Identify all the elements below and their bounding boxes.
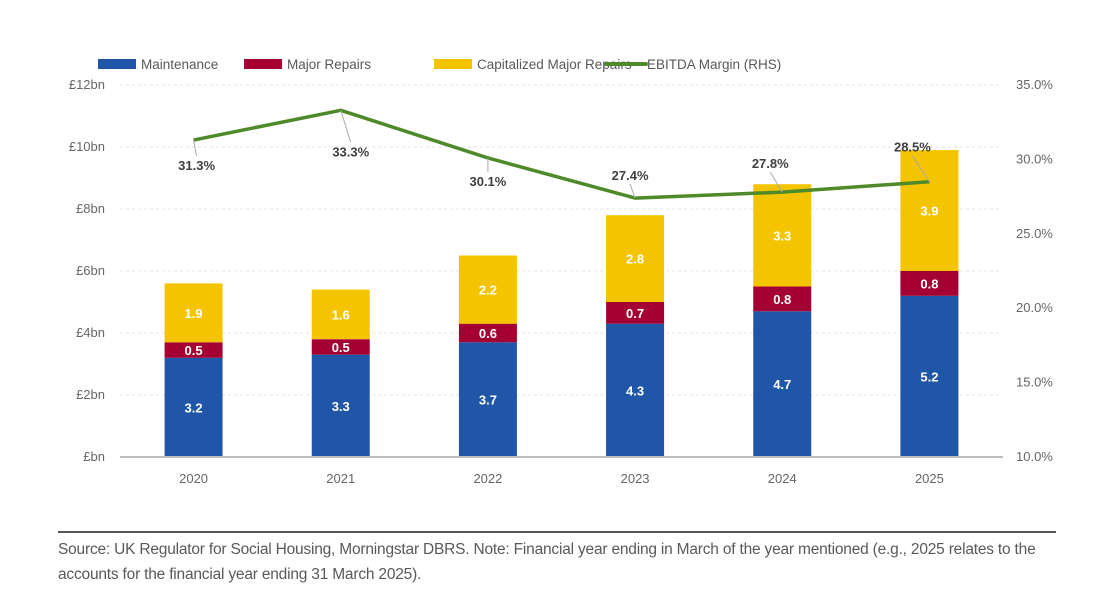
- x-axis-tick-label: 2024: [768, 471, 797, 486]
- right-axis-tick-label: 35.0%: [1016, 77, 1053, 92]
- legend-label: Maintenance: [141, 57, 218, 72]
- legend-label: Major Repairs: [287, 57, 371, 72]
- label-leader-line: [193, 139, 198, 157]
- bar-data-label: 5.2: [920, 369, 938, 384]
- line-data-label: 33.3%: [332, 144, 369, 159]
- bar-data-label: 2.2: [479, 283, 497, 298]
- right-axis-tick-label: 30.0%: [1016, 151, 1053, 166]
- bar-data-label: 3.7: [479, 393, 497, 408]
- left-axis-tick-label: £12bn: [69, 77, 105, 92]
- bar-maintenance: [606, 323, 665, 457]
- right-axis-tick-label: 10.0%: [1016, 449, 1053, 464]
- label-leader-line: [340, 110, 352, 143]
- bar-maintenance: [458, 342, 517, 457]
- line-data-label: 27.4%: [612, 168, 649, 183]
- bar-data-label: 4.7: [773, 377, 791, 392]
- bar-data-label: 3.2: [185, 400, 203, 415]
- stacked-bar-line-chart: £bn £2bn £4bn £6bn £8bn £10bn £12bn 10.0% 15.0% 2…: [69, 57, 1053, 486]
- legend-swatch: [434, 59, 472, 69]
- bar-data-label: 0.8: [773, 292, 791, 307]
- bar-data-label: 4.3: [626, 383, 644, 398]
- bar-data-label: 3.9: [920, 204, 938, 219]
- line-data-label: 27.8%: [752, 156, 789, 171]
- left-axis-tick-label: £4bn: [76, 325, 105, 340]
- source-note: Source: UK Regulator for Social Housing,…: [58, 541, 1036, 583]
- x-axis-tick-label: 2020: [179, 471, 208, 486]
- bar-major-repairs: [900, 271, 959, 296]
- x-axis-tick-label: 2023: [621, 471, 650, 486]
- x-axis-tick-label: 2025: [915, 471, 944, 486]
- legend-label: Capitalized Major Repairs: [477, 57, 632, 72]
- bar-maintenance: [311, 354, 370, 457]
- bar-capitalized-major-repairs: [164, 283, 223, 343]
- bar-major-repairs: [164, 342, 223, 358]
- bar-capitalized-major-repairs: [458, 255, 517, 324]
- line-data-label: 30.1%: [469, 174, 506, 189]
- bar-capitalized-major-repairs: [753, 184, 812, 287]
- bar-capitalized-major-repairs: [900, 150, 959, 271]
- legend-swatch: [244, 59, 282, 69]
- legend-label: EBITDA Margin (RHS): [647, 57, 781, 72]
- bar-maintenance: [753, 311, 812, 457]
- bar-data-label: 1.6: [332, 307, 350, 322]
- left-axis-tick-label: £10bn: [69, 139, 105, 154]
- bar-data-label: 2.8: [626, 252, 644, 267]
- bar-data-label: 3.3: [332, 399, 350, 414]
- bar-maintenance: [164, 357, 223, 457]
- right-axis-tick-label: 20.0%: [1016, 300, 1053, 315]
- legend-swatch: [98, 59, 136, 69]
- left-axis-tick-label: £2bn: [76, 387, 105, 402]
- bar-data-label: 0.6: [479, 326, 497, 341]
- label-leader-line: [911, 155, 930, 182]
- bar-data-label: 0.7: [626, 306, 644, 321]
- right-axis-tick-label: 25.0%: [1016, 226, 1053, 241]
- right-axis-tick-label: 15.0%: [1016, 375, 1053, 390]
- bar-major-repairs: [311, 339, 370, 355]
- ebitda-margin-line: [193, 108, 930, 200]
- bar-data-label: 0.5: [185, 343, 203, 358]
- left-axis-tick-label: £bn: [83, 449, 105, 464]
- line-data-label: 28.5%: [894, 140, 931, 155]
- x-axis-tick-label: 2021: [326, 471, 355, 486]
- line-data-label: 31.3%: [178, 158, 215, 173]
- bar-maintenance: [900, 295, 959, 457]
- source-divider: [58, 531, 1056, 533]
- bar-data-label: 0.5: [332, 340, 350, 355]
- bar-capitalized-major-repairs: [311, 289, 370, 340]
- left-axis-tick-label: £6bn: [76, 263, 105, 278]
- bar-major-repairs: [606, 302, 665, 324]
- bar-data-label: 0.8: [920, 276, 938, 291]
- label-leader-line: [769, 171, 783, 193]
- bar-major-repairs: [753, 286, 812, 312]
- bar-capitalized-major-repairs: [606, 215, 665, 302]
- x-axis-tick-label: 2022: [473, 471, 502, 486]
- bar-data-label: 1.9: [185, 306, 203, 321]
- bar-major-repairs: [458, 323, 517, 343]
- bar-data-label: 3.3: [773, 228, 791, 243]
- left-axis-tick-label: £8bn: [76, 201, 105, 216]
- label-leader-line: [629, 183, 636, 199]
